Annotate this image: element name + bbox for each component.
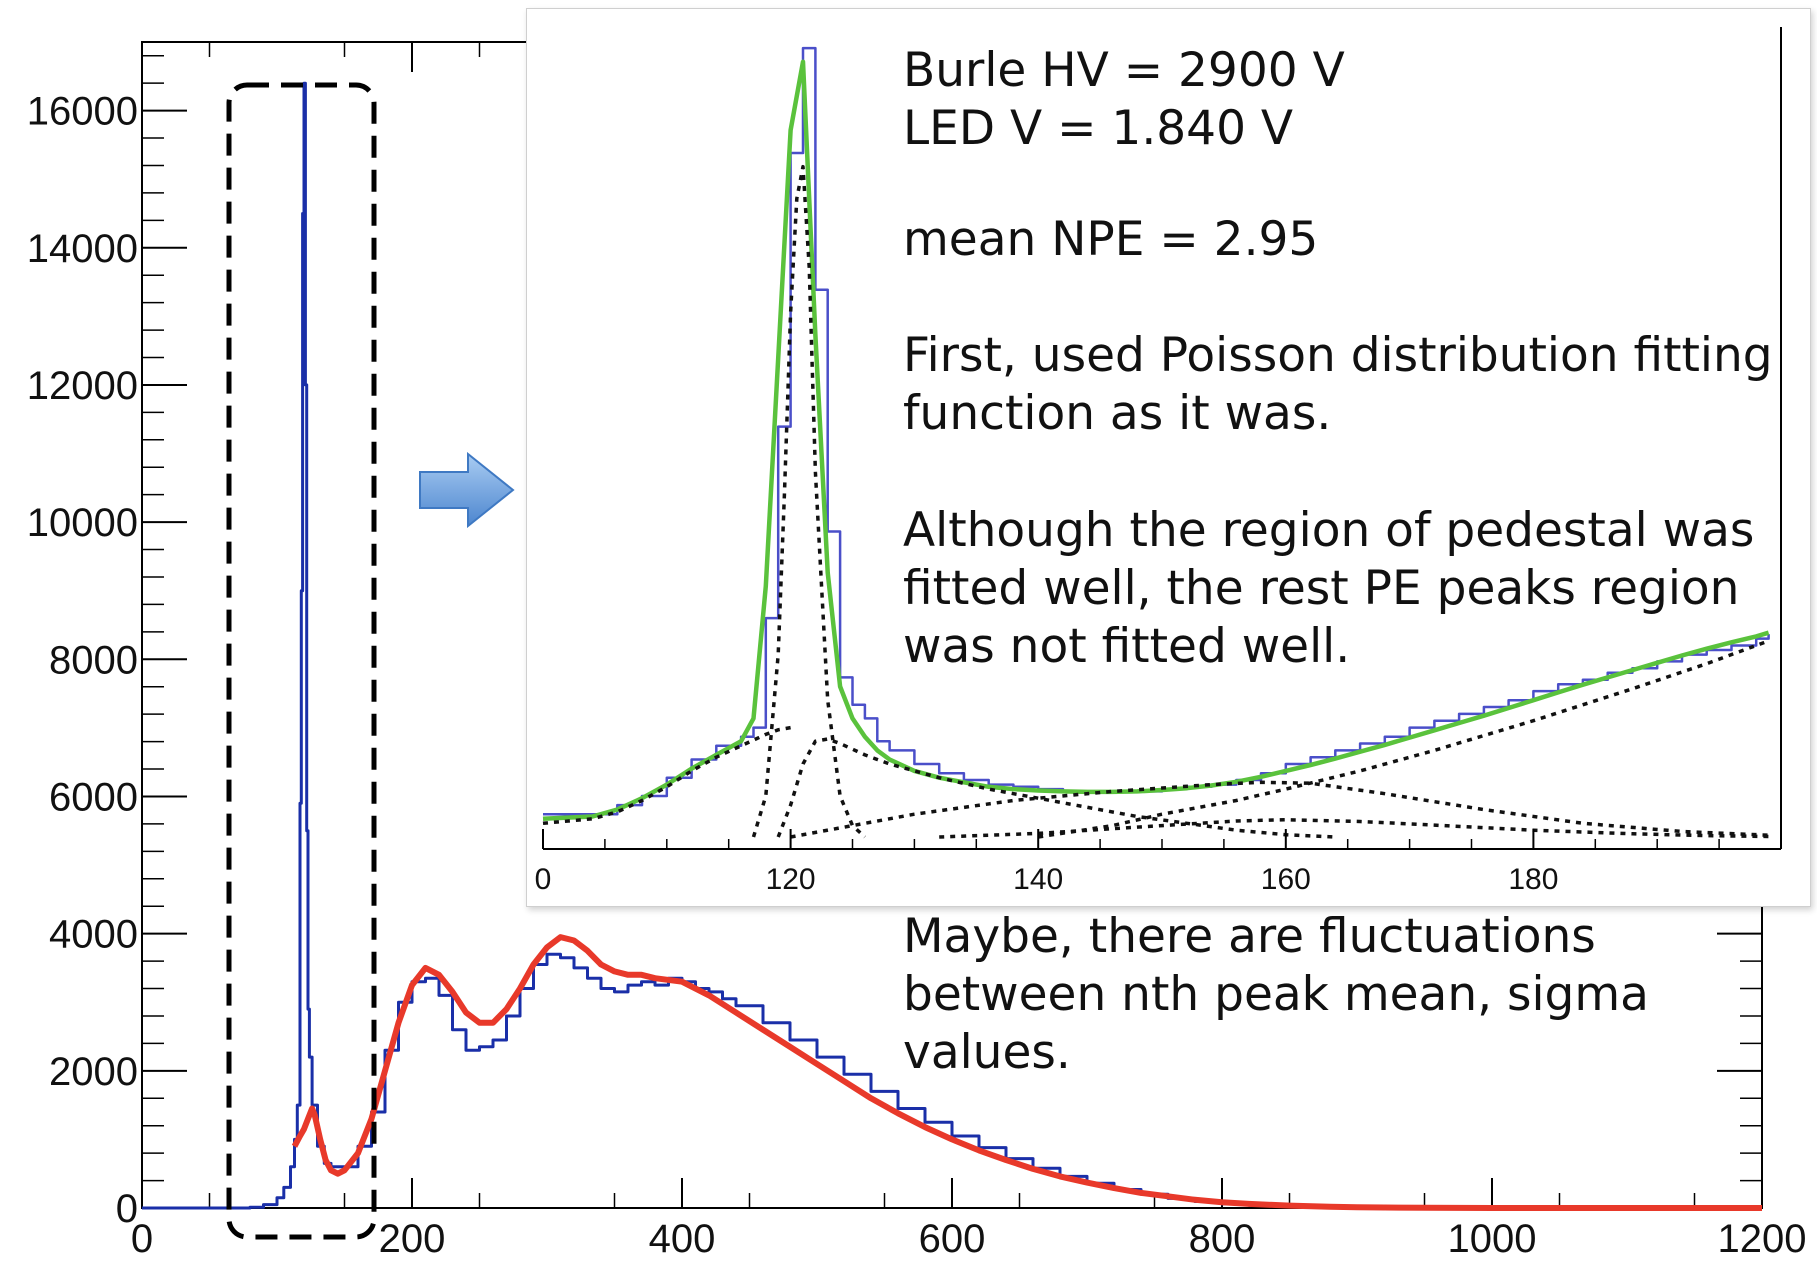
y-tick-label: 8000 [49,638,138,682]
x-tick-label: 200 [379,1217,446,1261]
x-tick-label: 1000 [1448,1217,1537,1261]
zoom-inset-panel: 0 120 140 160 180 [526,8,1811,907]
mean-npe-text: mean NPE = 2.95 [903,212,1319,267]
y-tick-label: 4000 [49,913,138,957]
inset-x-tick-label: 180 [1508,863,1558,896]
inset-component-series [790,780,1769,839]
inset-component-series [751,164,867,839]
y-tick-label: 6000 [49,775,138,819]
inset-x-tick-label: 120 [766,863,816,896]
right-arrow-icon [419,452,515,528]
x-tick-label: 0 [131,1217,153,1261]
inset-chart: 0 120 140 160 180 [535,27,1782,896]
inset-axis-ticks: 0 120 140 160 180 [535,829,1720,896]
zoom-region-box [226,82,377,1240]
inset-x-tick-label: 140 [1013,863,1063,896]
inset-component-series [1037,639,1770,839]
inset-component-series [542,725,791,826]
y-tick-label: 14000 [27,227,138,271]
x-tick-label: 800 [1189,1217,1256,1261]
y-tick-label: 12000 [27,364,138,408]
inset-component-series [776,737,1336,839]
inset-component-series [939,817,1769,839]
main-histogram-series [142,81,1762,1210]
y-tick-label: 0 [116,1187,138,1231]
main-fit-series [291,934,1762,1211]
header-lines-text: Burle HV = 2900 V LED V = 1.840 V [903,43,1345,156]
inset-series-group [542,46,1770,839]
y-tick-label: 16000 [27,90,138,134]
y-tick-label: 2000 [49,1050,138,1094]
x-tick-label: 400 [649,1217,716,1261]
first-note-text: First, used Poisson distribution fitting… [903,328,1773,441]
y-tick-label: 10000 [27,501,138,545]
inset-x-tick-label: 0 [535,863,552,896]
second-note-text: Although the region of pedestal was fitt… [903,503,1755,674]
inset-x-tick-label: 160 [1261,863,1311,896]
x-tick-label: 600 [919,1217,986,1261]
third-note-text: Maybe, there are fluctuations between nt… [903,909,1649,1080]
main-series-group [142,81,1762,1211]
x-tick-label: 1200 [1718,1217,1807,1261]
